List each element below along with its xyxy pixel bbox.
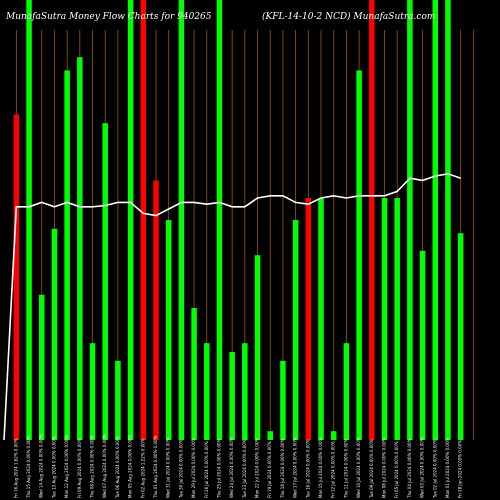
bar-11: [153, 180, 159, 440]
bar-13: [178, 0, 185, 440]
bar-4: [64, 70, 70, 441]
x-tick-label: Thu 18 Jul 2024 0.00% 0.00%: [280, 438, 285, 499]
x-tick-label: Tue 30 Jul 2024 0.00% 0.00%: [178, 439, 183, 499]
x-tick-label: Wed 24 Jul 2024 0.00% 0.00%: [229, 437, 234, 498]
x-tick-label: Mon 29 Jul 2024 0.00% 0.00%: [191, 438, 196, 499]
bars: [13, 0, 464, 441]
x-tick-label: Mon 01 Jul 2024 0.00% 0.00%: [445, 438, 450, 499]
x-tick-label: Fri 16 Aug 2024 1.62% 0.00%: [13, 438, 18, 498]
bar-32: [419, 250, 426, 440]
bar-0: [13, 114, 20, 441]
x-tick-label: Mon 15 Jul 2024 0.00% 0.00%: [318, 438, 323, 499]
x-tick-label: Fri 02 Aug 2024 1.22% 0.00%: [140, 438, 145, 498]
bar-3: [51, 228, 58, 440]
x-axis-ticks: Fri 16 Aug 2024 1.62% 0.00% Thu 15 Aug 20…: [13, 434, 462, 499]
bar-35: [457, 233, 464, 440]
bar-25: [330, 431, 337, 440]
x-tick-label: Fri 28 Jun 2024 0.00% 0.00%: [458, 440, 463, 498]
bar-8: [115, 360, 121, 440]
x-tick-label: Tue 02 Jul 2024 0.00% 0.00%: [432, 439, 437, 499]
x-tick-label: Wed 17 Jul 2024 0.00% 0.00%: [293, 437, 298, 498]
x-tick-label: Mon 22 Jul 2024 0.00% 0.00%: [255, 438, 260, 499]
money-flow-line: [3, 172, 461, 441]
bar-2: [38, 294, 45, 440]
x-tick-label: Tue 23 Jul 2024 0.00% 0.00%: [242, 439, 247, 499]
bar-31: [407, 0, 413, 440]
bar-24: [318, 198, 324, 440]
x-tick-label: Thu 01 Aug 2024 0.00% 0.00%: [153, 435, 158, 499]
bar-30: [394, 198, 400, 440]
line-series: [3, 172, 461, 441]
x-tick-label: Mon 12 Aug 2024 0.00% 0.00%: [64, 435, 69, 498]
bar-34: [445, 0, 451, 440]
bar-7: [102, 123, 108, 440]
x-tick-label: Wed 07 Aug 2024 0.00% 0.00%: [102, 434, 107, 498]
x-tick-label: Wed 03 Jul 2024 0.00% 0.00%: [420, 437, 425, 498]
bar-27: [356, 70, 362, 441]
x-tick-label: Wed 10 Jul 2024 0.00% 0.00%: [356, 437, 361, 498]
x-tick-label: Mon 05 Aug 2024 0.00% 0.00%: [128, 435, 133, 498]
bar-12: [165, 220, 172, 440]
x-tick-label: Tue 13 Aug 2024 0.00% 0.00%: [51, 436, 56, 499]
x-tick-label: Thu 11 Jul 2024 0.00% 0.00%: [343, 438, 348, 499]
bar-16: [216, 0, 223, 440]
x-tick-label: Thu 08 Aug 2024 0.00% 0.00%: [90, 435, 95, 499]
x-tick-label: Wed 14 Aug 2024 0.00% 0.00%: [39, 434, 44, 498]
bar-9: [127, 0, 134, 440]
chart-title-right: (KFL-14-10-2 NCD) MunafaSutra.com: [262, 11, 435, 22]
x-tick-label: Thu 15 Aug 2024 0.00% 0.00%: [26, 435, 31, 499]
bar-14: [191, 308, 197, 440]
bar-6: [89, 343, 96, 440]
bar-22: [292, 220, 299, 440]
bar-15: [204, 343, 210, 440]
x-tick-label: Wed 31 Jul 2024 0.00% 0.00%: [166, 437, 171, 498]
bar-17: [229, 352, 235, 440]
x-tick-label: Fri 26 Jul 2024 0.00% 0.00%: [204, 441, 209, 498]
bar-18: [242, 343, 248, 440]
bar-20: [267, 431, 273, 440]
x-tick-label: Fri 19 Jul 2024 0.00% 0.00%: [267, 441, 272, 498]
x-tick-label: Fri 12 Jul 2024 0.00% 0.00%: [331, 441, 336, 498]
x-tick-label: Fri 09 Aug 2024 0.00% 0.00%: [77, 438, 82, 498]
bar-23: [305, 198, 312, 440]
x-tick-label: Tue 09 Jul 2024 0.00% 0.00%: [369, 439, 374, 499]
bar-1: [26, 0, 32, 440]
x-tick-label: Tue 16 Jul 2024 0.00% 0.00%: [305, 439, 310, 499]
bar-33: [432, 0, 439, 440]
x-tick-label: Thu 25 Jul 2024 0.00% 0.00%: [216, 438, 221, 499]
x-tick-label: Thu 04 Jul 2024 0.00% 0.00%: [407, 438, 412, 499]
x-tick-label: Fri 05 Jul 2024 0.00% 0.00%: [394, 441, 399, 498]
x-tick-label: Mon 08 Jul 2024 0.00% 0.00%: [381, 438, 386, 499]
bar-26: [343, 343, 350, 440]
bar-5: [77, 57, 83, 440]
bar-21: [280, 360, 286, 440]
chart-title-left: MunafaSutra Money Flow Charts for 940265: [5, 12, 212, 22]
bar-19: [254, 255, 261, 440]
x-tick-label: Tue 06 Aug 2024 0.00% 0.00%: [115, 436, 120, 499]
bar-28: [369, 0, 375, 440]
bar-29: [381, 198, 388, 440]
bar-10: [140, 0, 147, 440]
